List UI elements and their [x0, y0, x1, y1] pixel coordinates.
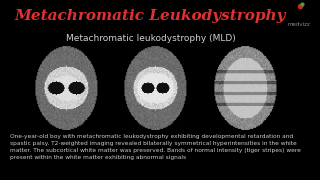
Text: Metachromatic leukodystrophy (MLD): Metachromatic leukodystrophy (MLD): [66, 34, 235, 43]
Text: medvizz: medvizz: [288, 22, 310, 27]
Text: Metachromatic Leukodystrophy: Metachromatic Leukodystrophy: [15, 9, 286, 23]
Text: One-year-old boy with metachromatic leukodystrophy exhibiting developmental reta: One-year-old boy with metachromatic leuk…: [10, 134, 300, 160]
